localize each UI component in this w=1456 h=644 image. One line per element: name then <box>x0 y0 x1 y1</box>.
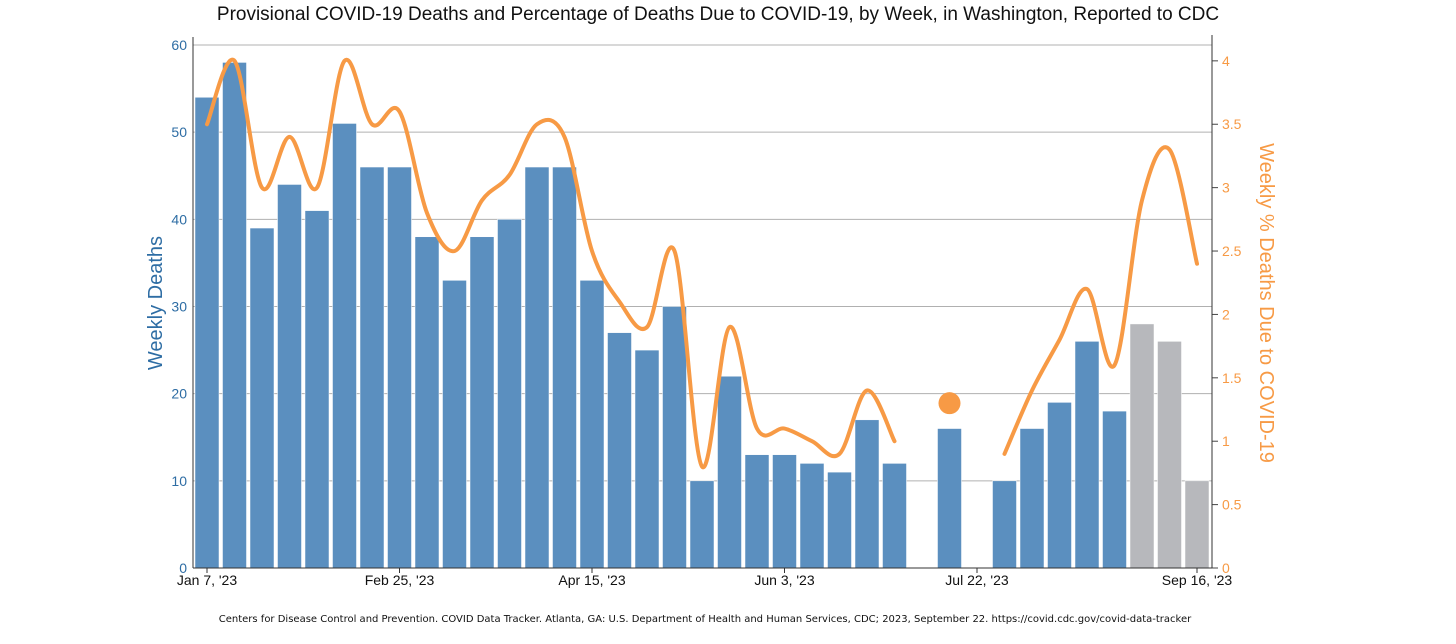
bar <box>1157 341 1182 569</box>
x-tick-label: Feb 25, '23 <box>365 572 435 588</box>
x-tick-label: Sep 16, '23 <box>1162 572 1233 588</box>
bar <box>277 184 302 569</box>
bar <box>1019 428 1045 569</box>
bar <box>1102 410 1127 569</box>
bar <box>1129 323 1155 569</box>
y-tick-label: 0 <box>179 560 187 576</box>
x-tick-label: Jun 3, '23 <box>754 572 814 588</box>
y2-tick-label: 0 <box>1222 560 1230 576</box>
bar <box>717 375 742 569</box>
bar <box>937 428 962 569</box>
bar <box>634 349 660 569</box>
x-tick-label: Apr 15, '23 <box>558 572 625 588</box>
y2-tick-label: 2.5 <box>1222 243 1242 259</box>
bar <box>387 166 412 569</box>
bar <box>442 280 467 569</box>
bar <box>992 480 1017 569</box>
bar <box>552 166 577 569</box>
y-tick-label: 60 <box>171 37 187 53</box>
bar <box>662 306 687 569</box>
bars <box>194 62 1210 569</box>
bar <box>359 166 385 569</box>
axes: 0 10 20 30 40 50 60 0 0.5 1 1.5 2 2.5 3 3.5 4 Jan 7, '23… <box>171 35 1242 588</box>
bar <box>744 454 770 569</box>
bar <box>689 480 715 569</box>
y-tick-label: 10 <box>171 473 187 489</box>
y-tick-label: 30 <box>171 299 187 315</box>
bar <box>524 166 550 569</box>
bar <box>1184 480 1210 569</box>
pct-point <box>938 392 961 415</box>
bar <box>249 227 275 569</box>
pct-line <box>205 57 1199 469</box>
pct-line-segment <box>1002 145 1199 456</box>
bar <box>414 236 440 569</box>
bar <box>332 123 357 569</box>
bar <box>799 463 825 569</box>
y-tick-label: 40 <box>171 211 187 227</box>
y2-axis-label: Weekly % Deaths Due to COVID-19 <box>1255 143 1277 463</box>
bar <box>1047 402 1072 569</box>
bar <box>882 463 907 569</box>
bar <box>607 332 632 569</box>
y2-tick-label: 3 <box>1222 180 1230 196</box>
y2-tick-label: 3.5 <box>1222 116 1242 132</box>
y2-tick-label: 1.5 <box>1222 370 1242 386</box>
y2-tick-label: 2 <box>1222 306 1230 322</box>
chart-title: Provisional COVID-19 Deaths and Percenta… <box>217 4 1219 25</box>
y-tick-label: 20 <box>171 386 187 402</box>
bar <box>579 280 605 569</box>
y-tick-label: 50 <box>171 124 187 140</box>
source-footer: Centers for Disease Control and Preventi… <box>218 614 1192 625</box>
x-tick-label: Jul 22, '23 <box>945 572 1009 588</box>
bar <box>304 210 330 569</box>
bar <box>827 471 852 569</box>
y-axis-label: Weekly Deaths <box>145 236 167 370</box>
y2-tick-label: 1 <box>1222 433 1230 449</box>
bar <box>1074 341 1100 569</box>
pct-line-segment <box>205 57 897 469</box>
x-tick-label: Jan 7, '23 <box>177 572 237 588</box>
y2-tick-label: 4 <box>1222 53 1230 69</box>
bar <box>194 97 220 569</box>
bar <box>469 236 495 569</box>
bar <box>222 62 247 569</box>
bar <box>772 454 797 569</box>
bar <box>497 219 522 569</box>
bar <box>854 419 880 569</box>
y2-tick-label: 0.5 <box>1222 497 1242 513</box>
